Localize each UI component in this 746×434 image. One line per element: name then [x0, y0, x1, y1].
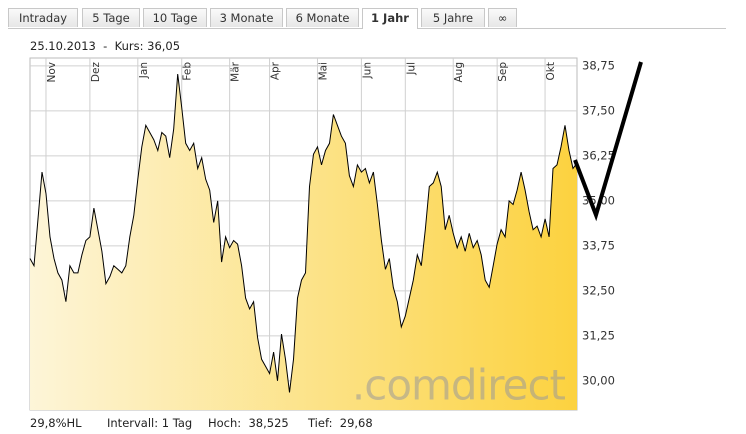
price-line	[29, 73, 578, 393]
tab-bar: Intraday 5 Tage 10 Tage 3 Monate 6 Monate 1 J…	[8, 8, 726, 29]
tab[interactable]: Intraday	[8, 8, 78, 27]
x-tick-label: Jun	[361, 62, 373, 79]
y-tick-label: 36,25	[582, 148, 615, 162]
quote-header: 25.10.2013 - Kurs: 36,05	[30, 39, 181, 53]
y-tick-label: 30,00	[582, 373, 615, 387]
area-fill	[30, 74, 577, 410]
x-tick-label: Mär	[230, 61, 242, 81]
tab[interactable]: 6 Monate	[286, 8, 359, 27]
x-tick-label: Nov	[46, 62, 58, 83]
tab[interactable]: 10 Tage	[143, 8, 207, 27]
x-tick-label: Jul	[405, 62, 417, 76]
y-tick-label: 38,75	[582, 58, 615, 72]
tab[interactable]: 5 Tage	[82, 8, 140, 27]
x-tick-label: Mai	[317, 62, 329, 80]
x-tick-label: Sep	[497, 62, 509, 82]
x-tick-label: Jan	[138, 62, 150, 79]
tab[interactable]: ∞	[488, 8, 517, 27]
y-tick-label: 33,75	[582, 238, 615, 252]
footer-interval: Intervall: 1 Tag	[107, 416, 193, 430]
x-tick-label: Dez	[90, 62, 102, 83]
y-tick-label: 31,25	[582, 328, 615, 342]
footer-high: Hoch: 38,525	[208, 416, 289, 430]
tab[interactable]: 1 Jahr	[362, 8, 418, 29]
x-tick-label: Aug	[453, 62, 465, 83]
x-tick-label: Okt	[545, 62, 557, 80]
y-tick-label: 32,50	[582, 283, 615, 297]
footer-low: Tief: 29,68	[308, 416, 373, 430]
x-tick-label: Apr	[270, 61, 282, 80]
y-tick-label: 37,50	[582, 103, 615, 117]
watermark: .comdirect	[352, 361, 566, 410]
check-mark	[573, 61, 643, 222]
tab[interactable]: 5 Jahre	[421, 8, 485, 27]
x-tick-label: Feb	[182, 62, 194, 81]
footer-range: 29,8%HL	[30, 416, 82, 430]
tab[interactable]: 3 Monate	[210, 8, 283, 27]
